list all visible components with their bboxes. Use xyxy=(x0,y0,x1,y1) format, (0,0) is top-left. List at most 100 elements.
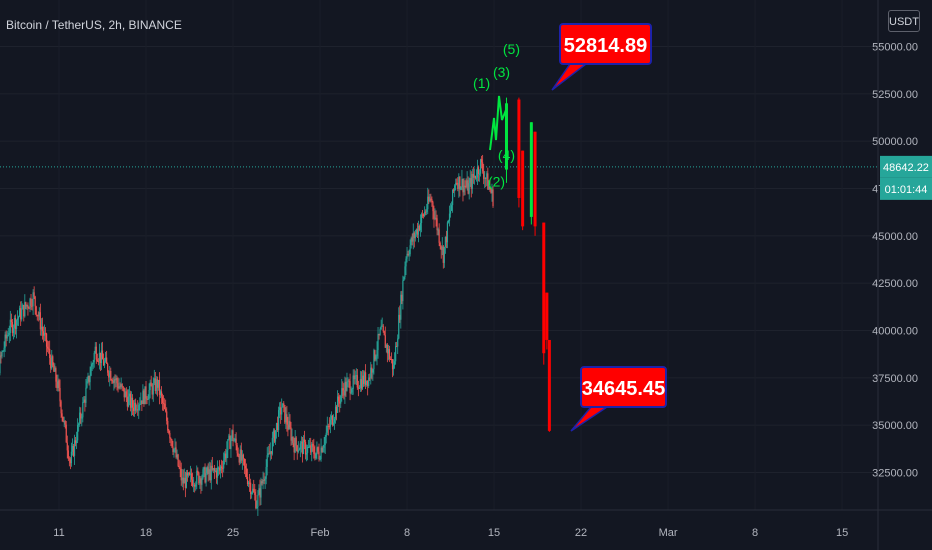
candle-body xyxy=(383,331,385,336)
candle-body xyxy=(214,470,217,472)
candle-body xyxy=(80,412,82,419)
candle-body xyxy=(236,445,238,454)
candle-body xyxy=(474,175,477,179)
candle-body xyxy=(40,326,42,330)
candle-body xyxy=(359,379,362,389)
candle-body xyxy=(102,359,105,366)
candle-body xyxy=(132,407,135,411)
candle-body xyxy=(230,438,232,449)
candle-body xyxy=(336,406,338,413)
candle-body xyxy=(22,304,24,310)
candle-body xyxy=(238,455,240,463)
candle-body xyxy=(65,424,67,443)
candle-body xyxy=(177,454,179,466)
candle-body xyxy=(192,479,194,486)
candle-body xyxy=(48,348,50,350)
candle-body xyxy=(395,346,397,362)
candle-body xyxy=(221,466,223,469)
callout-box[interactable] xyxy=(580,366,667,408)
candle-body xyxy=(429,198,431,202)
candle-body xyxy=(315,452,317,459)
candle-body xyxy=(418,225,421,231)
candle-body xyxy=(459,176,461,190)
candle-body xyxy=(478,173,481,175)
candle-body xyxy=(385,344,387,348)
candle-body xyxy=(26,305,28,307)
candle-body xyxy=(9,319,11,333)
candle-body xyxy=(41,326,44,332)
candle-body xyxy=(464,185,466,187)
candle-body xyxy=(145,386,147,399)
candle-body xyxy=(314,453,316,459)
candle-body xyxy=(149,382,151,391)
candle-body xyxy=(490,189,492,194)
candle-body xyxy=(15,320,18,329)
candle-body xyxy=(150,382,152,387)
candle-body xyxy=(318,451,320,460)
candle-body xyxy=(89,375,91,383)
candle-body xyxy=(121,384,123,387)
callout-label: 34645.45 xyxy=(582,378,665,400)
y-tick-label: 37500.00 xyxy=(872,373,918,385)
candle-body xyxy=(404,266,406,277)
candle-body xyxy=(461,179,463,188)
projection-candle xyxy=(529,122,533,217)
candle-body xyxy=(382,325,384,332)
candle-body xyxy=(113,379,115,383)
candle-body xyxy=(420,214,423,223)
candle-body xyxy=(469,178,471,184)
candle-body xyxy=(178,465,180,468)
candle-body xyxy=(200,478,202,485)
candle-body xyxy=(405,258,407,267)
candle-body xyxy=(363,372,366,384)
candle-body xyxy=(392,365,395,370)
candle-body xyxy=(88,375,90,383)
candle-body xyxy=(237,453,239,456)
candle-body xyxy=(226,450,228,459)
candle-body xyxy=(462,179,464,193)
candle-body xyxy=(344,381,346,396)
candle-body xyxy=(206,467,208,474)
candle-body xyxy=(1,351,3,357)
candle-body xyxy=(296,445,298,453)
candle-body xyxy=(343,390,345,396)
candle-body xyxy=(34,296,36,307)
candle-body xyxy=(352,375,354,389)
candle-body xyxy=(298,449,300,451)
candle-body xyxy=(234,438,236,441)
candle-body xyxy=(4,334,6,348)
candle-body xyxy=(270,451,272,454)
candle-body xyxy=(457,183,459,190)
candle-body xyxy=(292,436,294,444)
wave-path xyxy=(489,95,507,151)
x-tick-label: 11 xyxy=(53,527,64,539)
callout-box[interactable] xyxy=(559,23,652,65)
candle-body xyxy=(56,381,58,389)
candle-body xyxy=(244,465,247,469)
candle-body xyxy=(387,349,389,354)
candle-body xyxy=(341,388,343,396)
candle-body xyxy=(107,363,109,373)
candle-body xyxy=(386,344,388,354)
candle-body xyxy=(211,465,213,470)
candle-body xyxy=(94,346,96,353)
currency-button[interactable]: USDT xyxy=(888,10,920,32)
candle-body xyxy=(240,449,242,461)
candle-body xyxy=(195,484,197,487)
candle-body xyxy=(97,361,99,363)
candle-body xyxy=(353,375,355,380)
candle-body xyxy=(394,361,396,366)
candle-body xyxy=(402,280,404,302)
candle-body xyxy=(18,316,20,319)
candle-body xyxy=(126,396,128,407)
candle-body xyxy=(164,403,166,410)
candle-body xyxy=(95,346,97,360)
candle-body xyxy=(288,421,290,430)
candle-body xyxy=(477,167,480,174)
candle-body xyxy=(152,382,154,395)
candle-body xyxy=(57,380,59,389)
candle-body xyxy=(166,411,168,421)
candle-body xyxy=(458,176,460,190)
candle-body xyxy=(42,331,45,336)
